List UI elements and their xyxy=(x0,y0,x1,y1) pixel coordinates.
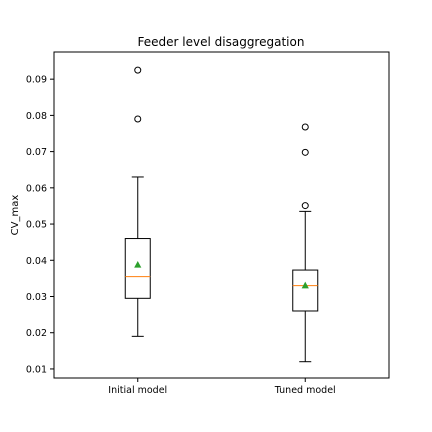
y-tick-label: 0.03 xyxy=(26,292,47,303)
y-tick-label: 0.05 xyxy=(26,220,47,231)
y-tick-label: 0.07 xyxy=(26,147,47,158)
y-tick-label: 0.02 xyxy=(26,328,47,339)
y-tick-label: 0.01 xyxy=(26,364,47,375)
outlier-point xyxy=(301,123,309,131)
x-tick-label: Initial model xyxy=(108,385,167,396)
box-group-0 xyxy=(124,66,151,337)
y-tick-label: 0.09 xyxy=(26,75,47,86)
y-tick-label: 0.06 xyxy=(26,183,47,194)
y-axis-label: CV_max xyxy=(10,195,21,236)
box-group-1 xyxy=(292,123,319,363)
outlier-point xyxy=(301,202,309,210)
outlier-point xyxy=(134,66,142,74)
box-body xyxy=(124,238,151,299)
y-tick-label: 0.04 xyxy=(26,256,47,267)
chart-title: Feeder level disaggregation xyxy=(138,35,305,49)
y-tick-label: 0.08 xyxy=(26,111,47,122)
mean-marker xyxy=(301,281,309,289)
outlier-point xyxy=(301,148,309,156)
outlier-point xyxy=(134,115,142,123)
box-body xyxy=(292,269,319,312)
plot-frame xyxy=(53,51,390,379)
plot-area: 0.01 0.02 0.03 0.04 0.05 0.06 0.07 0.08 0.09 Init… xyxy=(26,66,336,396)
mean-marker xyxy=(134,261,142,268)
x-tick-label: Tuned model xyxy=(274,385,336,396)
